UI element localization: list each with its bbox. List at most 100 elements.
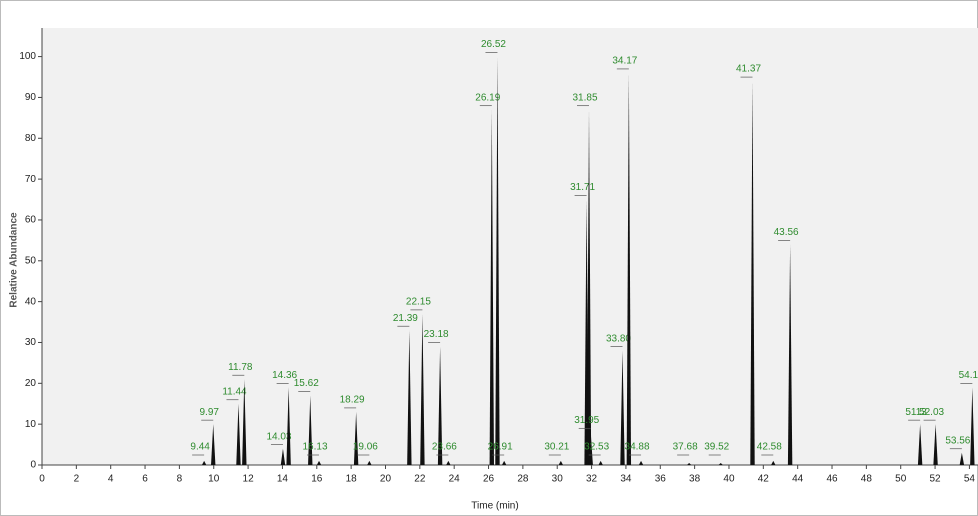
peak bbox=[242, 379, 247, 465]
peak bbox=[316, 460, 322, 465]
x-tick-label: 50 bbox=[895, 474, 907, 485]
peak-label: 53.56 bbox=[945, 435, 970, 446]
x-tick-label: 6 bbox=[142, 474, 148, 485]
y-tick-label: 80 bbox=[25, 133, 37, 144]
y-tick-label: 30 bbox=[25, 337, 37, 348]
x-tick-label: 0 bbox=[39, 474, 45, 485]
peak bbox=[211, 424, 216, 465]
peak bbox=[420, 313, 425, 465]
peak bbox=[718, 462, 723, 465]
peak-label: 19.06 bbox=[353, 442, 378, 453]
peak bbox=[501, 460, 507, 465]
y-tick-label: 50 bbox=[25, 255, 37, 266]
peak bbox=[917, 424, 923, 465]
peak-label: 22.15 bbox=[406, 297, 431, 308]
peak-label: 34.88 bbox=[625, 442, 650, 453]
peak bbox=[750, 81, 755, 466]
peak bbox=[367, 460, 372, 465]
plot-area bbox=[42, 28, 978, 465]
peak bbox=[437, 346, 443, 465]
x-tick-label: 28 bbox=[517, 474, 529, 485]
peak-label: 11.44 bbox=[222, 386, 247, 397]
x-tick-label: 36 bbox=[655, 474, 667, 485]
peak-label: 31.95 bbox=[574, 415, 599, 426]
x-axis-title: Time (min) bbox=[471, 501, 518, 512]
peak-label: 33.80 bbox=[606, 333, 631, 344]
y-tick-label: 90 bbox=[25, 92, 37, 103]
peak bbox=[959, 452, 965, 465]
x-tick-label: 40 bbox=[723, 474, 735, 485]
peak-label: 11.78 bbox=[228, 362, 253, 373]
x-tick-label: 4 bbox=[108, 474, 114, 485]
peak bbox=[626, 72, 632, 465]
peak bbox=[236, 403, 241, 465]
peak-label: 31.85 bbox=[572, 92, 597, 103]
peak-label: 18.29 bbox=[340, 395, 365, 406]
x-tick-label: 42 bbox=[758, 474, 770, 485]
y-tick-label: 10 bbox=[25, 419, 37, 430]
x-tick-label: 10 bbox=[208, 474, 220, 485]
peak bbox=[407, 330, 412, 465]
x-tick-label: 44 bbox=[792, 474, 804, 485]
x-tick-label: 54 bbox=[964, 474, 976, 485]
x-tick-label: 2 bbox=[74, 474, 80, 485]
peak-label: 21.39 bbox=[393, 313, 418, 324]
x-tick-label: 38 bbox=[689, 474, 701, 485]
peak-label: 34.17 bbox=[612, 56, 637, 67]
y-axis-title: Relative Abundance bbox=[9, 212, 20, 308]
peak-label: 14.03 bbox=[266, 431, 291, 442]
peak bbox=[201, 460, 207, 465]
x-tick-label: 20 bbox=[380, 474, 392, 485]
x-tick-label: 16 bbox=[311, 474, 323, 485]
peak-label: 52.03 bbox=[919, 407, 944, 418]
peak bbox=[787, 244, 793, 465]
peak bbox=[280, 448, 286, 465]
peak bbox=[495, 56, 500, 466]
peak-label: 23.18 bbox=[424, 329, 449, 340]
peak bbox=[620, 350, 625, 465]
y-tick-label: 0 bbox=[30, 460, 36, 471]
x-tick-label: 30 bbox=[552, 474, 564, 485]
peak bbox=[353, 411, 359, 465]
peak-label: 30.21 bbox=[544, 442, 569, 453]
x-tick-label: 32 bbox=[586, 474, 598, 485]
peak-label: 26.52 bbox=[481, 39, 506, 50]
x-tick-label: 14 bbox=[277, 474, 289, 485]
peak-label: 9.44 bbox=[190, 442, 210, 453]
peak bbox=[586, 109, 592, 465]
x-tick-label: 52 bbox=[930, 474, 942, 485]
peak-label: 31.71 bbox=[570, 182, 595, 193]
x-tick-label: 46 bbox=[826, 474, 838, 485]
peak-label: 23.66 bbox=[432, 442, 457, 453]
peak-label: 26.91 bbox=[488, 442, 513, 453]
y-tick-label: 70 bbox=[25, 174, 37, 185]
peak-label: 37.68 bbox=[673, 442, 698, 453]
peak-label: 54.1 bbox=[959, 370, 978, 381]
peak-label: 43.56 bbox=[774, 227, 799, 238]
peak-label: 26.19 bbox=[475, 92, 500, 103]
x-tick-label: 26 bbox=[483, 474, 495, 485]
peak-label: 9.97 bbox=[199, 407, 219, 418]
peak bbox=[558, 460, 564, 465]
peak bbox=[933, 424, 938, 465]
peak-label: 42.58 bbox=[757, 442, 782, 453]
peak-label: 39.52 bbox=[704, 442, 729, 453]
peak-label: 41.37 bbox=[736, 64, 761, 75]
peak-label: 32.53 bbox=[584, 442, 609, 453]
x-tick-label: 22 bbox=[414, 474, 426, 485]
y-tick-label: 20 bbox=[25, 378, 37, 389]
peak bbox=[638, 460, 644, 465]
y-tick-label: 100 bbox=[19, 51, 36, 62]
x-tick-label: 18 bbox=[346, 474, 358, 485]
x-tick-label: 24 bbox=[449, 474, 461, 485]
peak-label: 16.13 bbox=[303, 442, 328, 453]
y-tick-label: 40 bbox=[25, 296, 37, 307]
peak-label: 15.62 bbox=[294, 378, 319, 389]
peak bbox=[588, 432, 593, 465]
peak bbox=[686, 462, 692, 465]
y-tick-label: 60 bbox=[25, 215, 37, 226]
peak-label: 5113 bbox=[905, 407, 927, 418]
peak bbox=[308, 395, 313, 465]
peak bbox=[771, 460, 776, 465]
